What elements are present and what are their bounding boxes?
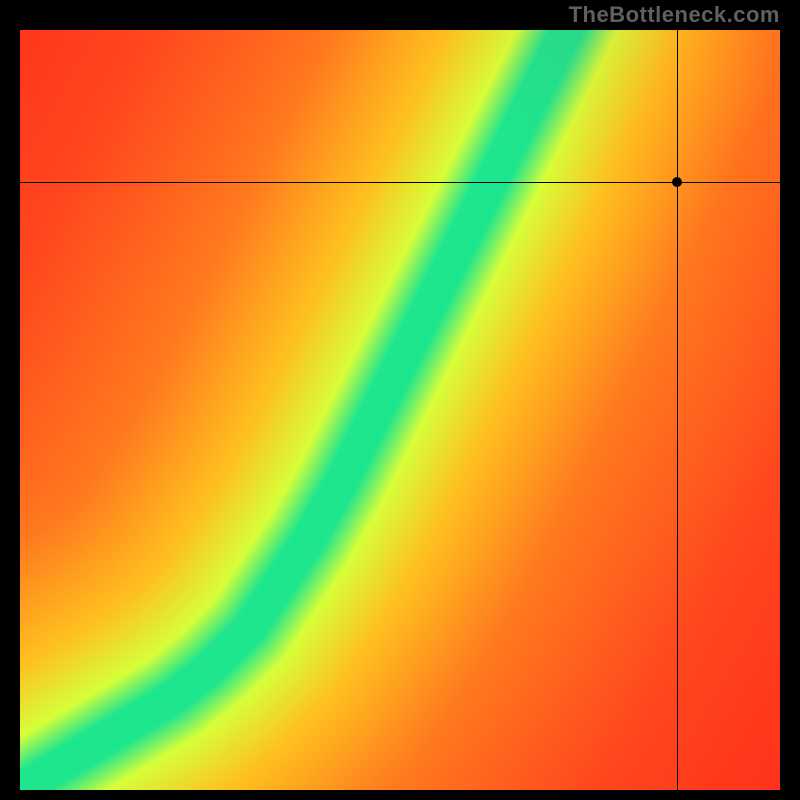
heatmap-plot <box>20 30 780 790</box>
heatmap-canvas <box>20 30 780 790</box>
crosshair-vertical <box>677 30 678 790</box>
crosshair-point <box>672 177 682 187</box>
crosshair-horizontal <box>20 182 780 183</box>
attribution-text: TheBottleneck.com <box>569 2 780 28</box>
